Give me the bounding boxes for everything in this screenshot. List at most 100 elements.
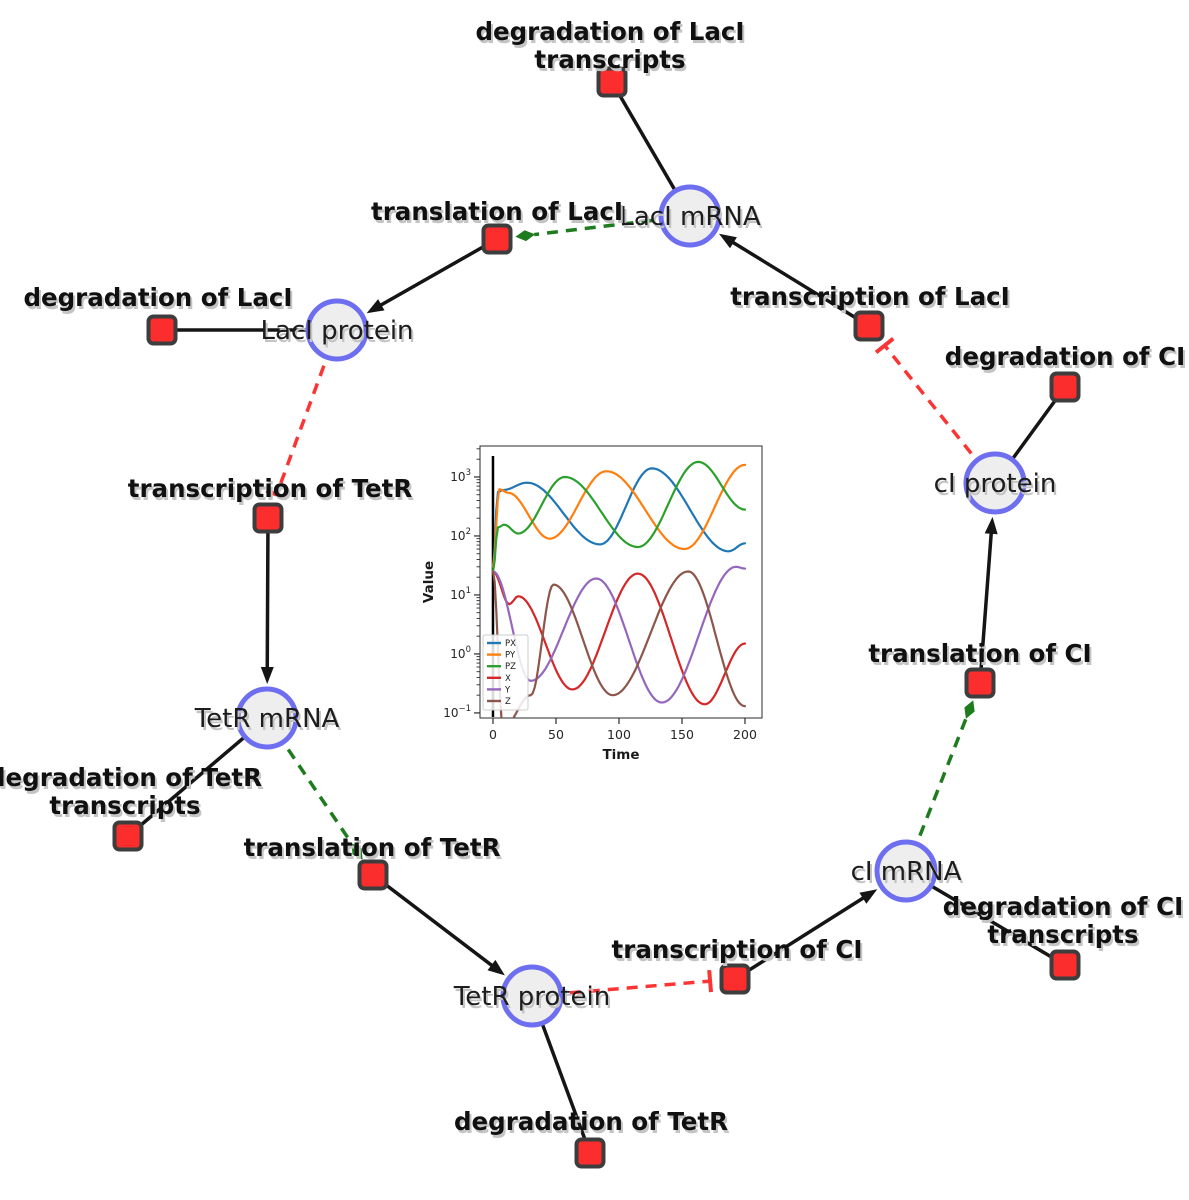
plot-border (479, 445, 763, 719)
reaction-label-deg-ci-tx-text: degradation of CI (943, 892, 1183, 921)
arrowhead-icon (719, 233, 737, 249)
legend-label-y: Y (504, 685, 511, 695)
inhibition-tee-icon (707, 969, 713, 993)
inhibition-tee-icon (874, 337, 895, 354)
x-tick-label: 200 (733, 727, 757, 742)
arrowhead-icon (260, 667, 274, 684)
series-line-pz (491, 460, 747, 573)
series-line-y (491, 565, 747, 704)
x-tick-label: 0 (489, 727, 497, 742)
label-shadow: transcription of LacI (732, 285, 1012, 314)
modifier-arrowhead-icon (964, 700, 975, 719)
label-shadow: LacI protein (262, 319, 415, 349)
y-tick-label: 102 (450, 527, 471, 543)
reaction-label-tx-ci-text: transcription of CI (612, 935, 863, 964)
series-line-x (491, 570, 747, 706)
species-label-tetr-protein-text: TetR protein (453, 982, 610, 1012)
reaction-label-tx-laci-text: transcription of LacI (730, 282, 1010, 311)
label-shadow: translation of LacI (373, 200, 625, 229)
arrowhead-icon (366, 299, 385, 314)
reaction-label-deg-tetr-tx-text: transcripts (49, 791, 200, 820)
product-edge (719, 233, 870, 328)
reaction-node-tx-ci (719, 963, 751, 995)
inhibition-tee-icon (265, 488, 288, 501)
reaction-node-deg-tetr (574, 1137, 606, 1169)
species-label-laci-protein-text: LacI protein (260, 316, 413, 346)
label-shadow: degradation of CI (947, 345, 1187, 374)
label-shadow: transcripts (536, 48, 687, 77)
y-axis-label: Value (421, 561, 437, 603)
product-edge (260, 517, 274, 684)
species-label-laci-mrna-text: LacI mRNA (619, 202, 760, 232)
arrowhead-icon (487, 959, 505, 976)
label-shadow: transcription of CI (614, 938, 865, 967)
species-label-ci-mrna-text: cI mRNA (851, 857, 962, 887)
x-axis-label: Time (602, 747, 639, 763)
arrowhead-icon (984, 516, 998, 535)
species-label-ci-protein-text: cI protein (934, 469, 1057, 499)
series-layer (491, 460, 747, 718)
series-line-py (491, 463, 747, 568)
label-shadow: LacI mRNA (621, 205, 762, 235)
label-shadow: translation of TetR (246, 836, 503, 865)
label-shadow: translation of CI (870, 642, 1093, 671)
label-shadow: TetR protein (455, 985, 612, 1015)
reaction-node-tx-tetr (252, 502, 284, 534)
modifier-arrowhead-icon (351, 843, 363, 860)
species-node-ci-protein (963, 451, 1027, 515)
label-shadow: degradation of LacI (25, 286, 294, 315)
reaction-label-deg-laci-text: degradation of LacI (23, 283, 292, 312)
reaction-node-deg-tetr-tx (112, 820, 144, 852)
product-edge (371, 873, 505, 976)
legend-label-z: Z (505, 697, 511, 707)
y-tick-label: 101 (450, 586, 471, 602)
reaction-node-transl-tetr (357, 859, 389, 891)
species-label-tetr-mrna-text: TetR mRNA (194, 704, 340, 734)
x-tick-label: 100 (607, 727, 631, 742)
reaction-label-transl-tetr-text: translation of TetR (244, 833, 501, 862)
species-node-laci-mrna (658, 184, 722, 248)
reaction-node-deg-laci-tx (596, 66, 628, 98)
species-node-laci-protein (305, 298, 369, 362)
arrowhead-icon (859, 889, 878, 904)
y-tick-label: 10−1 (443, 704, 471, 720)
label-shadow: transcripts (989, 923, 1140, 952)
reaction-node-deg-ci-tx (1049, 949, 1081, 981)
legend-label-x: X (505, 674, 511, 684)
series-line-z (491, 570, 747, 718)
x-tick-label: 150 (670, 727, 694, 742)
reaction-node-deg-ci (1049, 371, 1081, 403)
label-shadow: cI protein (936, 472, 1059, 502)
product-edge (978, 516, 998, 684)
y-tick-label: 100 (450, 645, 471, 661)
species-node-tetr-protein (500, 964, 564, 1028)
label-shadow: degradation of TetR (456, 1110, 730, 1139)
species-node-tetr-mrna (235, 686, 299, 750)
reaction-node-deg-laci (146, 314, 178, 346)
reaction-label-deg-ci-text: degradation of CI (945, 342, 1185, 371)
reaction-node-transl-laci (481, 223, 513, 255)
y-tick-label: 103 (450, 468, 471, 484)
